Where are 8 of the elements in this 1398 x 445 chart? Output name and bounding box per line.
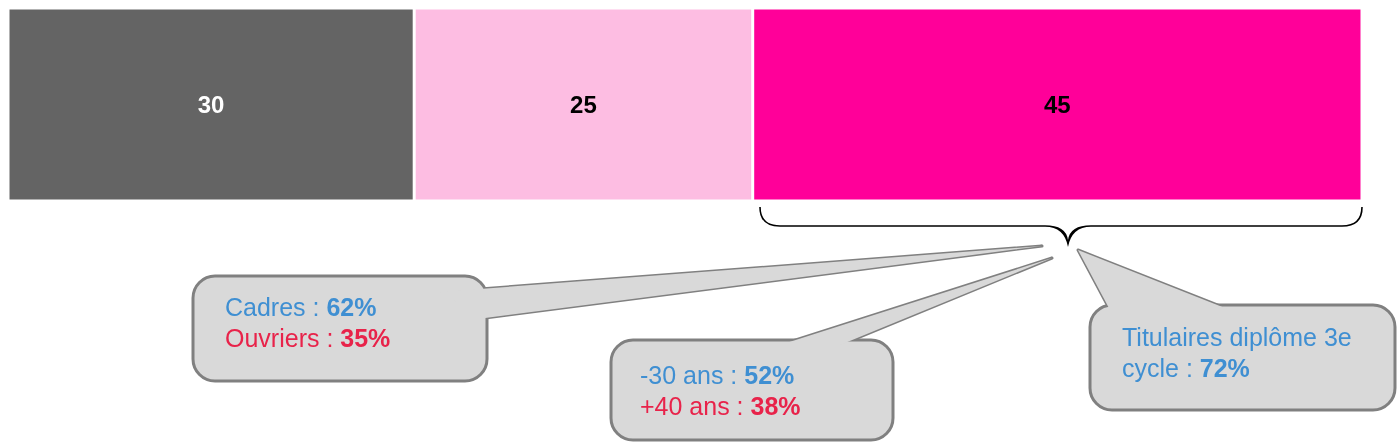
data-label: 45 (1044, 91, 1071, 118)
data-label: 30 (197, 91, 225, 118)
text: Cadres : 62% (225, 292, 378, 323)
text: -30 ans : 52% (640, 360, 796, 391)
text: Ouvriers : 35% (225, 323, 392, 354)
data-label: 25 (570, 91, 597, 118)
text: Titulaires diplôme 3e cycle : 72% (1122, 322, 1353, 384)
text: +40 ans : 38% (640, 391, 802, 422)
